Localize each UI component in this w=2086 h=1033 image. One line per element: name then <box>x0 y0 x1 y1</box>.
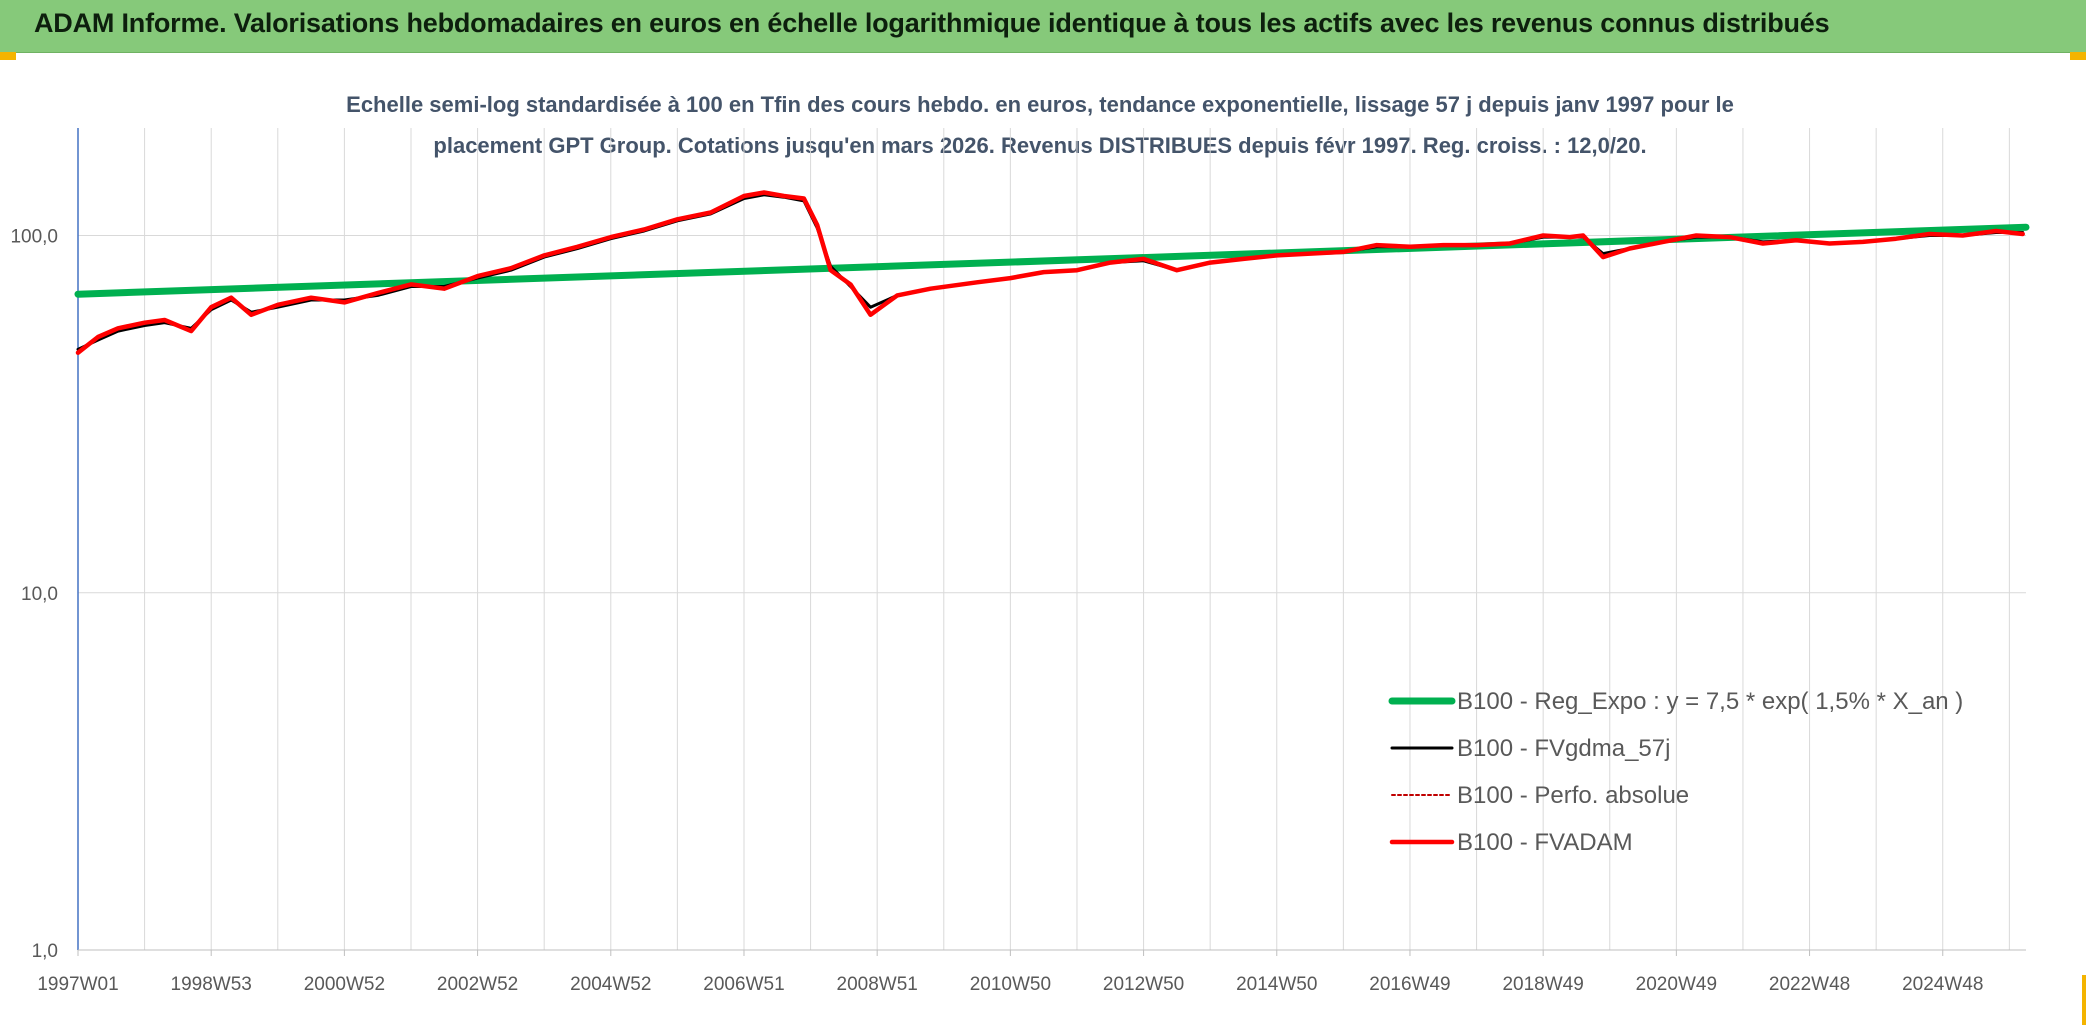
legend-entry: B100 - Perfo. absolue <box>1457 782 1689 809</box>
header-bar: ADAM Informe. Valorisations hebdomadaire… <box>0 0 2086 53</box>
x-tick-label: 2000W52 <box>304 974 385 995</box>
series <box>74 190 2030 355</box>
x-tick-label: 2022W48 <box>1769 974 1850 995</box>
x-tick-label: 2014W50 <box>1236 974 1317 995</box>
x-tick-label: 2010W50 <box>970 974 1051 995</box>
grid <box>77 128 2026 951</box>
legend: B100 - Reg_Expo : y = 7,5 * exp( 1,5% * … <box>1388 688 1963 856</box>
legend-entry: B100 - FVgdma_57j <box>1457 735 1670 762</box>
y-tick-label: 1,0 <box>32 941 58 962</box>
chart-title-line-2: placement GPT Group. Cotations jusqu'en … <box>433 133 1646 158</box>
corner-marker-bottom-right <box>2082 975 2086 1025</box>
chart-title: Echelle semi-log standardisée à 100 en T… <box>346 92 1734 158</box>
x-tick-label: 2024W48 <box>1902 974 1983 995</box>
x-tick-label: 1998W53 <box>171 974 252 995</box>
chart-title-line-1: Echelle semi-log standardisée à 100 en T… <box>346 92 1734 117</box>
x-tick-label: 2002W52 <box>437 974 518 995</box>
page-title: ADAM Informe. Valorisations hebdomadaire… <box>34 8 1830 38</box>
series-line-fvadam <box>75 190 2025 355</box>
y-tick-label: 10,0 <box>21 584 58 605</box>
x-tick-label: 2020W49 <box>1636 974 1717 995</box>
x-tick-label: 2018W49 <box>1502 974 1583 995</box>
x-tick-label: 2008W51 <box>837 974 918 995</box>
x-tick-label: 2012W50 <box>1103 974 1184 995</box>
x-tick-label: 2016W49 <box>1369 974 1450 995</box>
corner-marker-top-left <box>0 52 16 60</box>
x-tick-label: 2004W52 <box>570 974 651 995</box>
x-tick-label: 2006W51 <box>703 974 784 995</box>
axes: 1,0 10,0 100,0 1997W01 1998W53 2000W52 2002W52… <box>10 128 2026 995</box>
legend-entry: B100 - Reg_Expo : y = 7,5 * exp( 1,5% * … <box>1457 688 1963 715</box>
y-tick-label: 100,0 <box>10 227 58 248</box>
x-tick-label: 1997W01 <box>37 974 118 995</box>
legend-entry: B100 - FVADAM <box>1457 829 1633 856</box>
corner-marker-top-right <box>2070 52 2086 60</box>
